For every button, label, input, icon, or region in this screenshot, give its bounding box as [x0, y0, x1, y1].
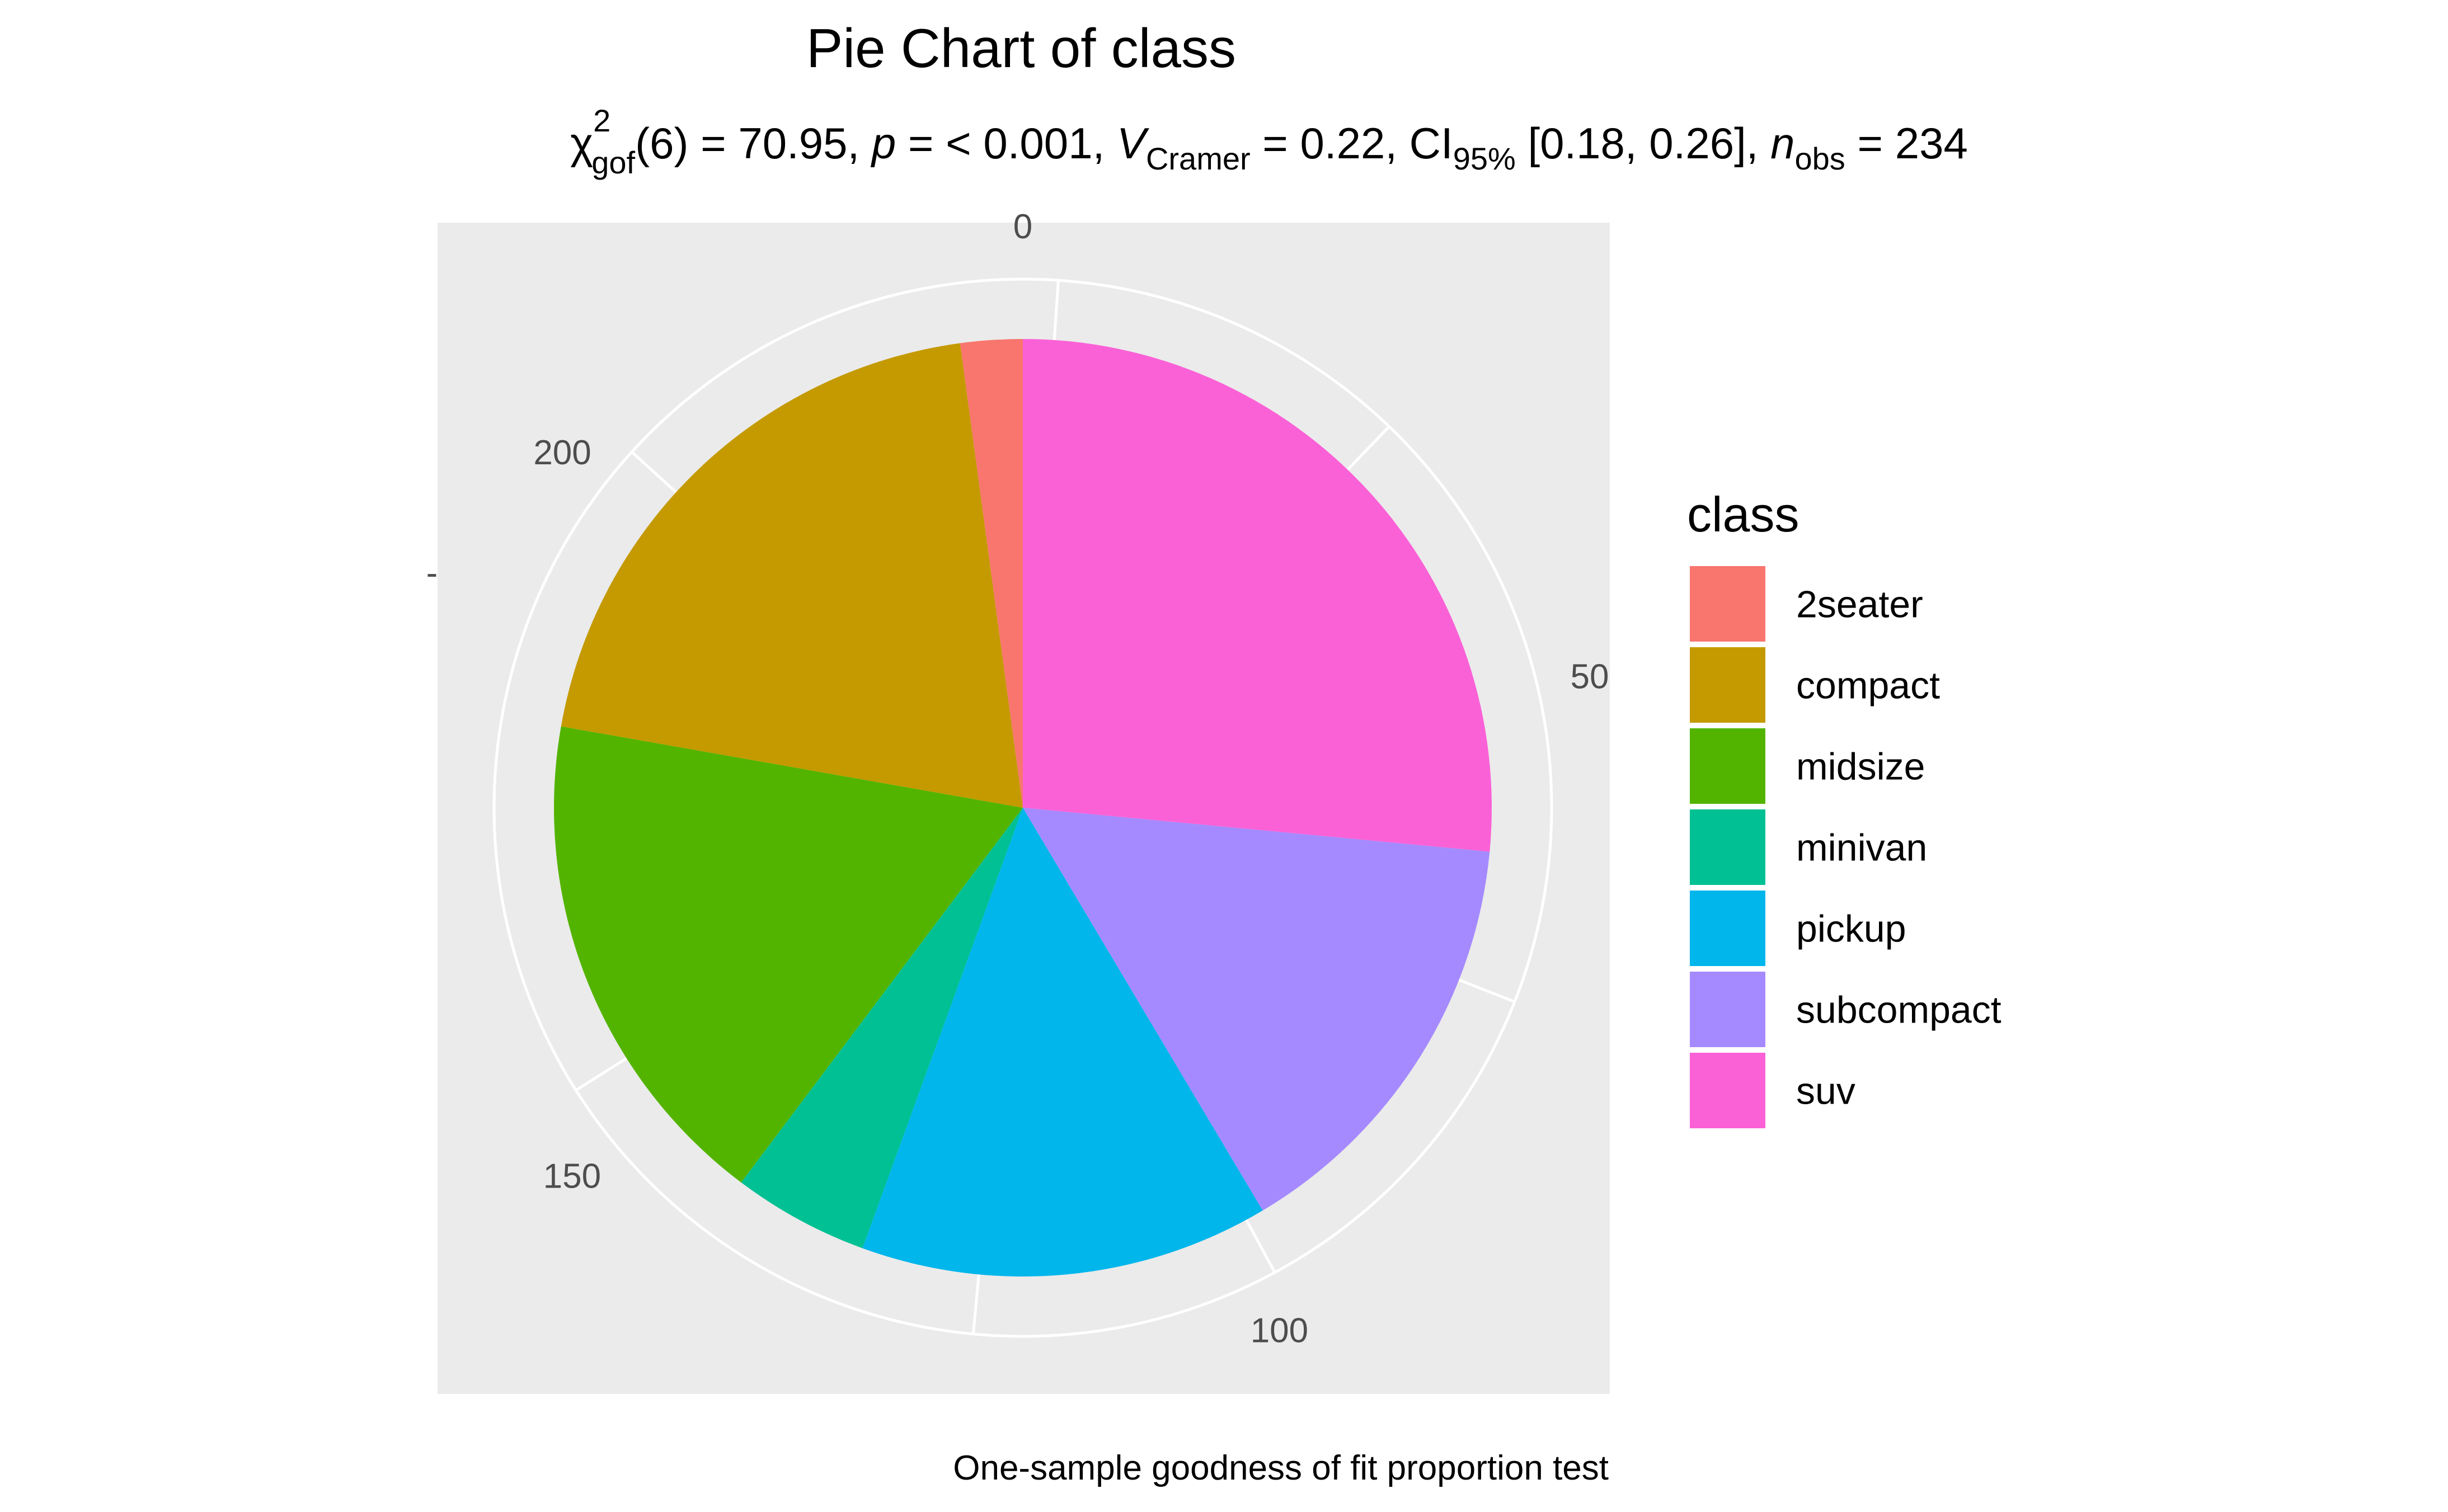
subtitle-n: n	[1770, 119, 1794, 168]
legend-label-subcompact: subcompact	[1796, 989, 2001, 1031]
pie-slice-pickup	[862, 808, 1263, 1277]
subtitle-ci-part: [0.18, 0.26],	[1516, 119, 1770, 168]
legend-label-midsize: midsize	[1796, 746, 1925, 788]
grid-spoke-minivan	[1245, 1219, 1276, 1273]
subtitle-p: p	[871, 119, 896, 168]
pie-slice-compact	[561, 343, 1023, 808]
legend: class 2seater compact midsize minivan pickup…	[1687, 487, 2001, 1128]
chart-title: Pie Chart of class	[806, 17, 1236, 79]
subtitle-ci-sub: 95%	[1453, 141, 1516, 176]
chart-caption: One-sample goodness of fit proportion te…	[953, 1449, 1609, 1487]
pie-slice-suv	[1023, 339, 1492, 852]
grid-spoke-midsize	[1458, 978, 1515, 1004]
legend-label-suv: suv	[1796, 1070, 1855, 1113]
legend-label-minivan: minivan	[1796, 827, 1927, 869]
tick-label-100: 100	[1251, 1312, 1308, 1350]
subtitle-chi: χ	[570, 119, 593, 168]
legend-key-subcompact	[1690, 972, 1765, 1047]
y-axis-tick-label: -	[426, 554, 438, 592]
tick-label-50: 50	[1571, 658, 1609, 696]
pie-slice-minivan	[741, 808, 1023, 1249]
subtitle-chi-sup: 2	[593, 103, 610, 138]
legend-label-2seater: 2seater	[1796, 583, 1923, 626]
pie-slice-2seater	[960, 339, 1023, 808]
subtitle-v: V	[1117, 119, 1150, 168]
grid-spoke-suv	[631, 451, 677, 493]
legend-key-midsize	[1690, 728, 1765, 804]
pie-slice-midsize	[554, 726, 1023, 1183]
subtitle-p-part: = < 0.001,	[896, 119, 1117, 168]
grid-spoke-subcompact	[575, 1057, 628, 1092]
subtitle-n-part: = 234	[1845, 119, 1968, 168]
tick-label-150: 150	[543, 1157, 601, 1196]
legend-key-suv	[1690, 1053, 1765, 1128]
legend-key-compact	[1690, 647, 1765, 723]
subtitle-v-part: = 0.22, CI	[1251, 119, 1453, 168]
tick-label-0: 0	[1013, 208, 1032, 246]
legend-key-pickup	[1690, 891, 1765, 966]
subtitle-df: (6) = 70.95,	[635, 119, 872, 168]
radial-tick-labels: 0 50 100 150 200	[533, 208, 1609, 1350]
subtitle-chi-sub: gof	[591, 145, 635, 180]
chart-subtitle: χ2 gof(6) = 70.95, p = < 0.001, VCramer =…	[570, 103, 1968, 180]
tick-label-200: 200	[533, 434, 591, 472]
subtitle-v-sub: Cramer	[1146, 141, 1251, 176]
pie-slice-subcompact	[1023, 808, 1490, 1211]
grid-spoke-compact	[1346, 425, 1390, 471]
subtitle-n-sub: obs	[1795, 141, 1845, 176]
legend-label-compact: compact	[1796, 665, 1940, 707]
grid-spoke-pickup	[971, 1274, 980, 1335]
grid-spoke-2seater	[1053, 280, 1060, 341]
legend-title: class	[1687, 487, 1799, 542]
legend-key-minivan	[1690, 809, 1765, 885]
legend-items: 2seater compact midsize minivan pickup subcom…	[1690, 566, 2001, 1128]
polar-grid	[492, 277, 1553, 1338]
legend-key-2seater	[1690, 566, 1765, 642]
legend-label-pickup: pickup	[1796, 908, 1906, 950]
grid-circle	[492, 277, 1553, 1338]
pie-slices	[554, 339, 1492, 1277]
